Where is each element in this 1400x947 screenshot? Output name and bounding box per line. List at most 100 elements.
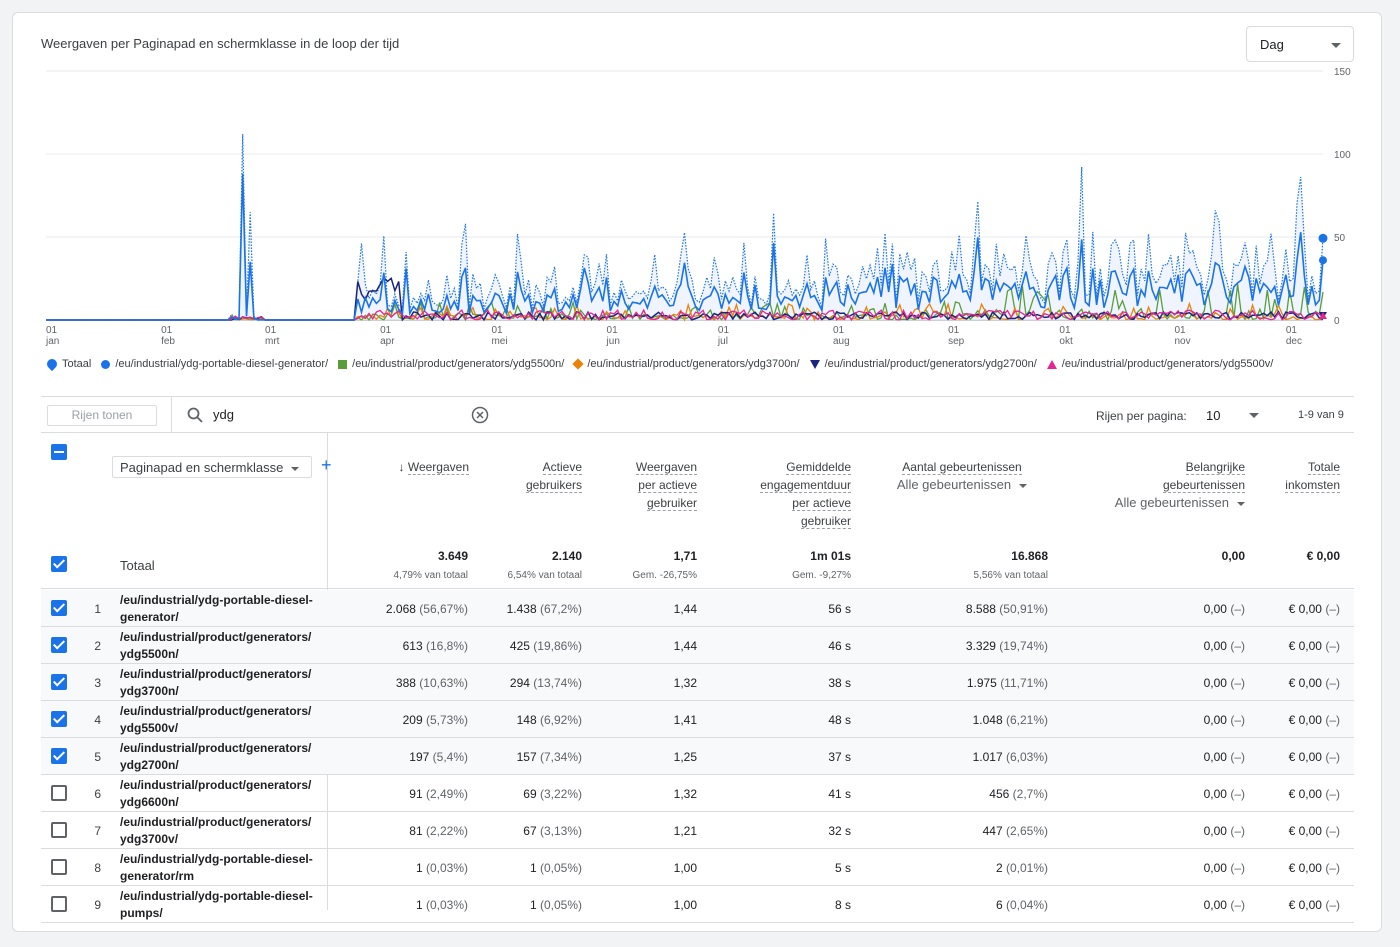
row-checkbox[interactable] — [51, 637, 67, 653]
chevron-down-icon — [1237, 501, 1245, 506]
add-dimension-icon[interactable]: + — [321, 455, 332, 475]
select-all-checkbox[interactable] — [51, 444, 67, 460]
row-number: 8 — [94, 861, 101, 875]
cell-eng: 5 s — [834, 861, 851, 875]
row-checkbox[interactable] — [51, 674, 67, 690]
row-checkbox[interactable] — [51, 748, 67, 764]
rows-per-page-label: Rijen per pagina: — [1096, 409, 1187, 423]
row-checkbox[interactable] — [51, 896, 67, 912]
key-event-filter-select[interactable]: Alle gebeurtenissen — [1115, 495, 1245, 510]
chevron-down-icon[interactable] — [1249, 413, 1259, 418]
period-select[interactable]: Dag — [1246, 26, 1354, 62]
legend-item[interactable]: Totaal — [44, 356, 92, 372]
page-path[interactable]: /eu/industrial/ydg-portable-diesel-pumps… — [120, 889, 313, 920]
x-tick-day: 01 — [491, 325, 503, 336]
x-tick-month: sep — [948, 336, 965, 347]
total-users-share: 6,54% van totaal — [507, 570, 583, 581]
search-input[interactable]: ydg — [213, 407, 234, 422]
x-tick-month: aug — [833, 336, 850, 347]
row-checkbox[interactable] — [51, 822, 67, 838]
cell-users: 157 (7,34%) — [516, 750, 582, 764]
page-path[interactable]: /eu/industrial/ydg-portable-diesel-gener… — [120, 852, 313, 883]
y-tick-label: 0 — [1334, 316, 1340, 327]
page-path[interactable]: /eu/industrial/product/generators/ydg370… — [120, 667, 312, 698]
header-active-users[interactable]: Actieve gebruikers — [525, 460, 582, 493]
table-row[interactable]: 7/eu/industrial/product/generators/ydg37… — [41, 812, 1354, 849]
table-toolbar: Rijen tonen ydg Rijen per pagina: 10 1-9… — [41, 396, 1354, 433]
cell-vpu: 1,00 — [673, 898, 697, 912]
x-tick-day: 01 — [1175, 325, 1187, 336]
total-engagement: 1m 01s — [810, 549, 851, 563]
table-row[interactable]: 5/eu/industrial/product/generators/ydg27… — [41, 738, 1354, 775]
table-row[interactable]: 6/eu/industrial/product/generators/ydg66… — [41, 775, 1354, 812]
show-rows-button[interactable]: Rijen tonen — [47, 405, 157, 426]
legend-item[interactable]: /eu/industrial/product/generators/ydg550… — [1046, 358, 1273, 370]
ydg5500v-end-marker — [1319, 312, 1327, 319]
dimension-select[interactable]: Paginapad en schermklasse — [112, 456, 312, 478]
total-views: 3.649 — [437, 549, 468, 563]
page-path[interactable]: /eu/industrial/product/generators/ydg550… — [120, 630, 312, 661]
page-path[interactable]: /eu/industrial/ydg-portable-diesel-gener… — [120, 593, 313, 624]
cell-events: 456 (2,7%) — [989, 787, 1048, 801]
legend-item[interactable]: /eu/industrial/product/generators/ydg550… — [338, 358, 564, 370]
header-key-events[interactable]: Belangrijke gebeurtenissen Alle gebeurte… — [1114, 460, 1245, 510]
cell-eng: 32 s — [828, 824, 851, 838]
row-number: 9 — [94, 898, 101, 912]
legend-item[interactable]: /eu/industrial/ydg-portable-diesel-gener… — [101, 358, 328, 370]
table-row[interactable]: 9/eu/industrial/ydg-portable-diesel-pump… — [41, 886, 1354, 923]
cell-vpu: 1,00 — [673, 861, 697, 875]
header-avg-engagement[interactable]: Gemiddelde engagementduur per actieve ge… — [760, 460, 851, 529]
x-tick-day: 01 — [833, 325, 845, 336]
table-row[interactable]: 3/eu/industrial/product/generators/ydg37… — [41, 664, 1354, 701]
page-path[interactable]: /eu/industrial/product/generators/ydg370… — [120, 815, 312, 846]
cell-vpu: 1,32 — [673, 676, 697, 690]
total-events-share: 5,56% van totaal — [973, 570, 1049, 581]
x-tick-day: 01 — [380, 325, 392, 336]
cell-key: 0,00 (–) — [1203, 639, 1245, 653]
table-row[interactable]: 1/eu/industrial/ydg-portable-diesel-gene… — [41, 590, 1354, 627]
rows-per-page-select[interactable]: 10 — [1206, 408, 1221, 423]
cell-vpu: 1,44 — [673, 639, 697, 653]
cell-vpu: 1,32 — [673, 787, 697, 801]
row-checkbox[interactable] — [51, 859, 67, 875]
header-views[interactable]: ↓ Weergaven — [398, 460, 469, 475]
cell-views: 81 (2,22%) — [409, 824, 468, 838]
total-checkbox[interactable] — [51, 556, 67, 572]
row-checkbox[interactable] — [51, 711, 67, 727]
row-checkbox[interactable] — [51, 785, 67, 801]
legend-label: /eu/industrial/product/generators/ydg270… — [824, 358, 1037, 370]
x-tick-month: mei — [491, 336, 507, 347]
table-row[interactable]: 4/eu/industrial/product/generators/ydg55… — [41, 701, 1354, 738]
cell-key: 0,00 (–) — [1203, 713, 1245, 727]
cell-key: 0,00 (–) — [1203, 750, 1245, 764]
cell-rev: € 0,00 (–) — [1288, 676, 1340, 690]
cell-key: 0,00 (–) — [1203, 602, 1245, 616]
header-views-per-user[interactable]: Weergaven per actieve gebruiker — [635, 460, 697, 511]
chart-legend: Totaal/eu/industrial/ydg-portable-diesel… — [44, 356, 1273, 372]
legend-label: Totaal — [62, 358, 92, 370]
cell-vpu: 1,21 — [673, 824, 697, 838]
event-filter-select[interactable]: Alle gebeurtenissen — [897, 477, 1028, 492]
header-total-revenue[interactable]: Totale inkomsten — [1285, 460, 1340, 493]
square-marker-icon — [338, 359, 348, 369]
page-path[interactable]: /eu/industrial/product/generators/ydg270… — [120, 741, 312, 772]
cell-users: 148 (6,92%) — [516, 713, 582, 727]
legend-item[interactable]: /eu/industrial/product/generators/ydg370… — [572, 358, 800, 370]
cell-key: 0,00 (–) — [1203, 898, 1245, 912]
clear-search-icon[interactable] — [471, 406, 489, 424]
cell-key: 0,00 (–) — [1203, 824, 1245, 838]
row-checkbox[interactable] — [51, 600, 67, 616]
legend-item[interactable]: /eu/industrial/product/generators/ydg270… — [809, 358, 1037, 370]
cell-rev: € 0,00 (–) — [1288, 898, 1340, 912]
cell-users: 1 (0,05%) — [529, 861, 582, 875]
x-tick-month: apr — [380, 336, 395, 347]
table-row[interactable]: 8/eu/industrial/ydg-portable-diesel-gene… — [41, 849, 1354, 886]
x-tick-day: 01 — [265, 325, 277, 336]
page-path[interactable]: /eu/industrial/product/generators/ydg550… — [120, 704, 312, 735]
chevron-down-icon — [1331, 43, 1341, 48]
table-row[interactable]: 2/eu/industrial/product/generators/ydg55… — [41, 627, 1354, 664]
header-event-count[interactable]: Aantal gebeurtenissen Alle gebeurtenisse… — [871, 458, 1053, 494]
page-path[interactable]: /eu/industrial/product/generators/ydg660… — [120, 778, 312, 809]
cell-events: 1.048 (6,21%) — [972, 713, 1048, 727]
total-end-marker — [1318, 233, 1328, 243]
